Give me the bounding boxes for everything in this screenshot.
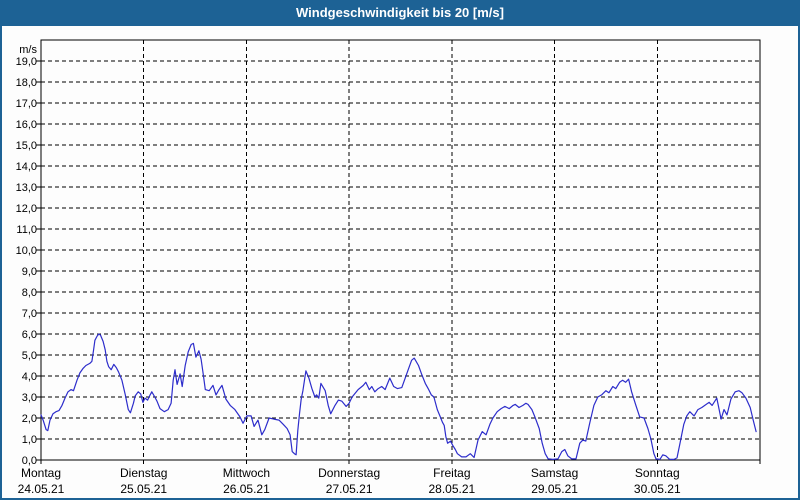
axis-tick-label: 15,0 — [16, 140, 37, 152]
window-titlebar[interactable]: Windgeschwindigkeit bis 20 [m/s] — [0, 0, 800, 26]
day-name-label: Mittwoch — [223, 466, 270, 480]
axis-tick-label: 17,0 — [16, 98, 37, 110]
day-name-label: Sonntag — [635, 466, 680, 480]
axis-tick-label: 18,0 — [16, 77, 37, 89]
window-title: Windgeschwindigkeit bis 20 [m/s] — [296, 5, 504, 20]
axis-tick-label: 3,0 — [22, 392, 37, 404]
day-name-label: Samstag — [531, 466, 578, 480]
axis-tick-label: 7,0 — [22, 308, 37, 320]
axis-tick-label: 19,0 — [16, 56, 37, 68]
axis-tick-label: 11,0 — [16, 224, 37, 236]
wind-speed-line — [40, 333, 757, 460]
day-date-label: 27.05.21 — [326, 482, 373, 496]
axis-tick-label: 14,0 — [16, 161, 37, 173]
day-date-label: 30.05.21 — [634, 482, 681, 496]
day-name-label: Donnerstag — [318, 466, 380, 480]
axis-tick-label: 0,0 — [22, 455, 37, 467]
axis-tick-label: 8,0 — [22, 287, 37, 299]
y-axis-labels: 0,0 1,0 2,0 3,0 4,0 5,0 6,0 7,0 8,0 9,0 10,0 11,0 12… — [16, 44, 38, 467]
axis-tick-label: 13,0 — [16, 182, 37, 194]
axis-tick-label: 12,0 — [16, 203, 37, 215]
axis-tick-label: 5,0 — [22, 350, 37, 362]
axis-tick-label: 2,0 — [22, 413, 37, 425]
day-date-label: 24.05.21 — [18, 482, 65, 496]
gridlines — [41, 40, 760, 460]
day-date-label: 25.05.21 — [120, 482, 167, 496]
day-name-label: Dienstag — [120, 466, 167, 480]
axis-ticks — [36, 60, 761, 464]
plot-border — [40, 39, 761, 461]
axis-tick-label: 10,0 — [16, 245, 37, 257]
day-name-label: Freitag — [433, 466, 470, 480]
axis-tick-label: 1,0 — [22, 434, 37, 446]
x-axis-labels: Montag 24.05.21 Dienstag 25.05.21 Mittwoch 26… — [18, 466, 681, 496]
day-date-label: 29.05.21 — [531, 482, 578, 496]
day-date-label: 26.05.21 — [223, 482, 270, 496]
y-axis-unit-label: m/s — [19, 44, 37, 56]
axis-tick-label: 6,0 — [22, 329, 37, 341]
day-name-label: Montag — [21, 466, 61, 480]
axis-tick-label: 9,0 — [22, 266, 37, 278]
axis-tick-label: 4,0 — [22, 371, 37, 383]
day-date-label: 28.05.21 — [428, 482, 475, 496]
axis-tick-label: 16,0 — [16, 119, 37, 131]
